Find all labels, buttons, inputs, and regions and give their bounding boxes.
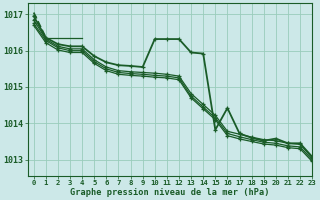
X-axis label: Graphe pression niveau de la mer (hPa): Graphe pression niveau de la mer (hPa) bbox=[70, 188, 270, 197]
